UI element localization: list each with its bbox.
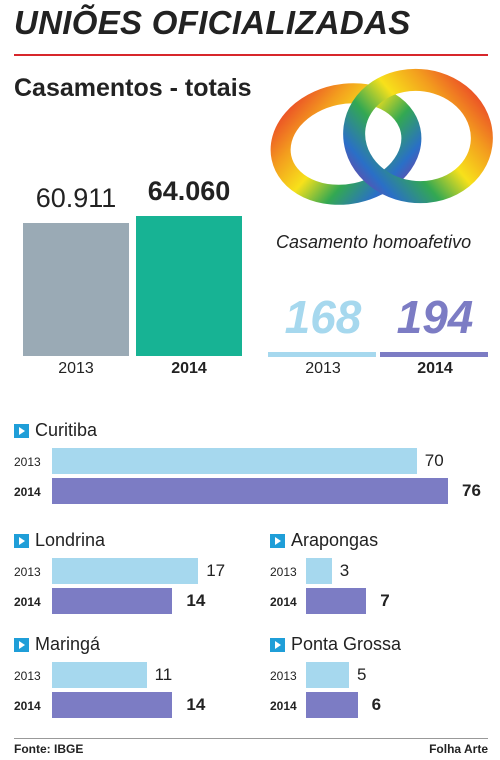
bullet-arrow-icon	[14, 637, 29, 652]
city-name: Maringá	[35, 634, 101, 654]
total-year-2014: 2014	[171, 360, 207, 377]
year-label-2013: 2013	[270, 565, 297, 579]
bar-maring--2014	[52, 692, 173, 718]
value-maring--2013: 11	[154, 665, 173, 684]
total-bar-2013	[23, 222, 129, 356]
value-ponta-grossa-2014: 6	[371, 695, 382, 714]
total-value-2014: 64.060	[147, 176, 231, 206]
bullet-arrow-icon	[270, 533, 285, 548]
city-label-arapongas: Arapongas	[270, 530, 378, 551]
total-year-2013: 2013	[58, 360, 94, 377]
homo-year-2013: 2013	[305, 360, 341, 377]
bar-maring--2013	[52, 662, 147, 688]
value-arapongas-2014: 7	[380, 591, 390, 610]
city-name: Ponta Grossa	[291, 634, 402, 654]
value-londrina-2014: 14	[186, 591, 206, 610]
rainbow-wedding-rings-illustration	[270, 68, 493, 205]
bar-ponta-grossa-2014	[306, 692, 358, 718]
city-name: Arapongas	[291, 530, 379, 550]
year-label-2014: 2014	[270, 699, 297, 713]
homo-value-2014: 194	[396, 291, 474, 343]
bullet-arrow-icon	[270, 637, 285, 652]
bar-londrina-2013	[52, 558, 199, 584]
year-label-2014: 2014	[14, 699, 41, 713]
value-curitiba-2013: 70	[424, 451, 444, 470]
total-bar-2014	[136, 216, 242, 356]
bar-curitiba-2013	[52, 448, 417, 474]
bullet-arrow-icon	[14, 423, 29, 438]
city-label-ponta-grossa: Ponta Grossa	[270, 634, 401, 655]
bar-arapongas-2014	[306, 588, 367, 614]
homo-bar-2014	[380, 352, 488, 357]
source-note: Fonte: IBGE	[14, 742, 84, 756]
homo-value-2013: 168	[284, 291, 362, 343]
homo-year-2014: 2014	[417, 360, 453, 377]
year-label-2013: 2013	[14, 669, 41, 683]
value-londrina-2013: 17	[206, 561, 226, 580]
city-label-maring-: Maringá	[14, 634, 100, 655]
bullet-arrow-icon	[14, 533, 29, 548]
value-curitiba-2014: 76	[462, 481, 481, 500]
footer-rule	[14, 738, 488, 739]
page-title: UNIÕES OFICIALIZADAS	[14, 4, 411, 41]
title-rule	[14, 54, 488, 56]
year-label-2014: 2014	[270, 595, 297, 609]
homo-bar-2013	[268, 352, 376, 357]
year-label-2014: 2014	[14, 485, 41, 499]
bar-arapongas-2013	[306, 558, 332, 584]
chart-subtitle: Casamentos - totais	[14, 74, 252, 102]
city-label-londrina: Londrina	[14, 530, 105, 551]
credit-note: Folha Arte	[429, 742, 488, 756]
bar-ponta-grossa-2013	[306, 662, 349, 688]
bar-curitiba-2014	[52, 478, 448, 504]
city-name: Londrina	[35, 530, 106, 550]
year-label-2014: 2014	[14, 595, 41, 609]
value-arapongas-2013: 3	[339, 561, 350, 580]
year-label-2013: 2013	[270, 669, 297, 683]
homo-chart-title: Casamento homoafetivo	[276, 232, 472, 252]
total-value-2013: 60.911	[35, 182, 117, 213]
year-label-2013: 2013	[14, 455, 41, 469]
bar-londrina-2014	[52, 588, 173, 614]
year-label-2013: 2013	[14, 565, 41, 579]
city-name: Curitiba	[35, 420, 98, 440]
value-maring--2014: 14	[186, 695, 206, 714]
value-ponta-grossa-2013: 5	[357, 665, 367, 684]
city-label-curitiba: Curitiba	[14, 420, 97, 441]
